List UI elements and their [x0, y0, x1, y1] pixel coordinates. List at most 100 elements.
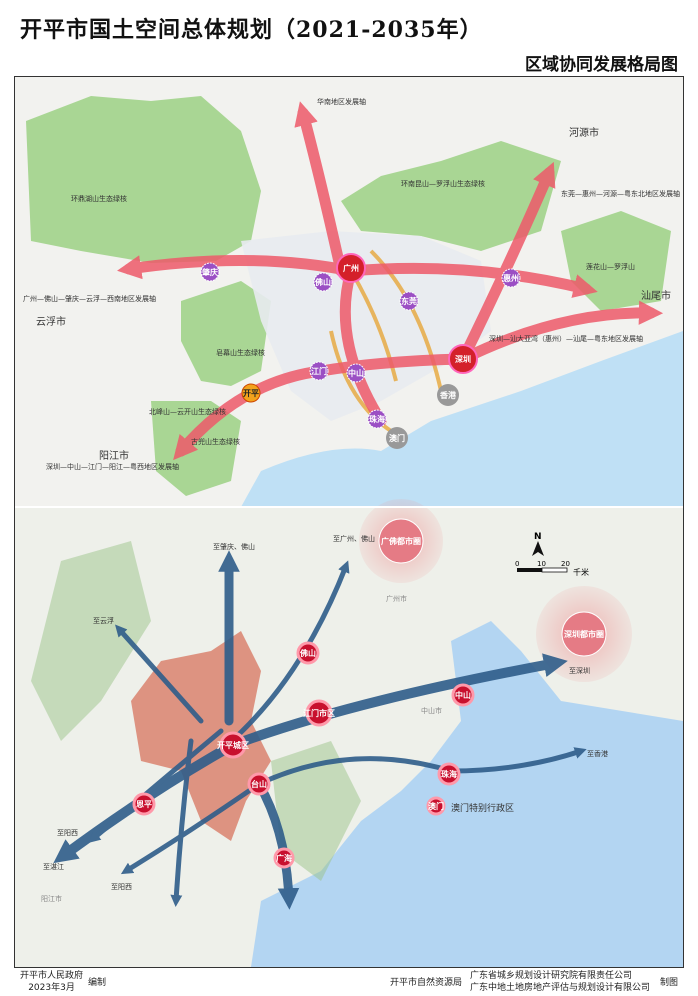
map-label: 0: [515, 560, 519, 568]
node-guangzhou[interactable]: 广州: [336, 253, 366, 283]
region-label: 澳门特别行政区: [451, 802, 514, 814]
direction-label: 至香港: [587, 749, 608, 758]
map-shape: [223, 560, 350, 749]
green-area: [341, 141, 561, 251]
node-zhongshan[interactable]: 中山: [346, 363, 366, 383]
map-shape: [313, 272, 333, 292]
map-label: 肇庆: [201, 267, 218, 277]
eco-label: 皂幕山生态绿核: [216, 348, 265, 357]
map-shape: [532, 541, 544, 556]
map-shape: [117, 254, 357, 280]
map-shape: [200, 262, 220, 282]
axis-label: 深圳—汕大亚湾（惠州）—汕尾—粤东地区发展轴: [489, 334, 643, 343]
map-label: 江门市区: [303, 708, 335, 718]
green-area: [181, 281, 271, 386]
map-label: 珠海: [369, 414, 385, 424]
node-zhaoqing[interactable]: 肇庆: [200, 262, 220, 282]
map-shape: [254, 779, 300, 910]
page-title: 开平市国土空间总体规划（2021-2035年）: [20, 17, 483, 43]
map-canvas[interactable]: 广州 深圳 香港 澳门 珠海 开平 佛山 肇庆 东莞 惠州 江门 中山 环鼎湖山…: [15, 77, 683, 967]
node-hongkong[interactable]: 香港: [437, 384, 459, 406]
node-foshan[interactable]: 佛山: [296, 641, 320, 665]
node-taishan[interactable]: 台山: [247, 772, 271, 796]
map-label: 中山: [455, 690, 471, 700]
region-label: 中山市: [421, 706, 442, 715]
node-guanghai[interactable]: 广海: [273, 847, 295, 869]
metro-label: 深圳都市圈: [564, 629, 604, 639]
node-macau[interactable]: 澳门: [426, 796, 446, 816]
green-area: [26, 96, 261, 263]
city-label: 汕尾市: [641, 289, 671, 302]
map-shape: [437, 762, 461, 786]
node-huizhou[interactable]: 惠州: [501, 268, 521, 288]
map-shape: [228, 653, 568, 750]
map-shape: [219, 731, 247, 759]
map-label: 江门: [311, 366, 327, 376]
map-shape: [448, 344, 478, 374]
map-subtitle: 区域协同发展格局图: [525, 55, 678, 75]
eco-label: 北峰山—云开山生态绿核: [149, 407, 226, 416]
region-label: 广州市: [386, 594, 407, 603]
axis-label: 华南地区发展轴: [317, 97, 366, 106]
direction-label: 至阳西: [57, 828, 78, 837]
scale-bar: 0 10 20 千米: [515, 560, 589, 577]
map-shape: [457, 300, 664, 365]
map-label: 开平城区: [217, 740, 249, 750]
map-label: 佛山: [299, 648, 316, 658]
direction-label: 至肇庆、佛山: [213, 542, 255, 551]
map-shape: [309, 361, 329, 381]
map-label: 澳门: [389, 433, 405, 443]
node-macau[interactable]: 澳门: [386, 427, 408, 449]
map-shape: [541, 567, 568, 573]
map-label: N: [534, 532, 542, 542]
map-shape: [399, 291, 419, 311]
map-shape: [247, 772, 271, 796]
node-kaiping[interactable]: 开平: [241, 383, 261, 403]
map-shape: [561, 611, 607, 657]
city-label: 河源市: [569, 126, 599, 139]
map-label: 广海: [276, 853, 292, 863]
node-shenzhen[interactable]: 深圳: [448, 344, 478, 374]
eco-label: 环南昆山—罗浮山生态绿核: [401, 179, 485, 188]
eco-label: 古兜山生态绿核: [191, 437, 240, 446]
map-shape: [437, 384, 459, 406]
map-label: 开平: [243, 389, 259, 398]
direction-label: 至广州、佛山: [333, 534, 375, 543]
map-shape: [296, 641, 320, 665]
map-label: 中山: [348, 368, 364, 378]
node-zhongshan[interactable]: 中山: [451, 683, 475, 707]
map-label: 恩平: [136, 799, 152, 809]
map-frame: 广州 深圳 香港 澳门 珠海 开平 佛山 肇庆 东莞 惠州 江门 中山 环鼎湖山…: [14, 76, 684, 968]
region-label: 阳江市: [41, 894, 62, 903]
eco-label: 环鼎湖山生态绿核: [71, 194, 127, 203]
map-shape: [305, 699, 333, 727]
map-shape: [386, 427, 408, 449]
axis-label: 东莞—惠州—河源—粤东北地区发展轴: [561, 189, 680, 198]
map-shape: [294, 101, 347, 277]
node-zhuhai[interactable]: 珠海: [367, 409, 387, 429]
map-shape: [31, 541, 361, 881]
development-axes: [117, 101, 664, 461]
sea-area: [241, 331, 683, 507]
north-arrow-icon: N: [532, 532, 544, 556]
node-kaiping[interactable]: 开平城区: [217, 731, 249, 759]
map-label: 佛山: [314, 277, 331, 287]
node-dongguan[interactable]: 东莞: [399, 291, 419, 311]
map-label: 珠海: [441, 769, 457, 779]
map-shape: [345, 262, 598, 298]
node-zhuhai[interactable]: 珠海: [437, 762, 461, 786]
map-label: 10: [537, 560, 546, 568]
map-shape: [339, 265, 387, 427]
map-shape: [120, 781, 262, 875]
axis-label: 深圳—中山—江门—阳江—粤西地区发展轴: [46, 462, 179, 471]
map-shape: [457, 161, 556, 365]
axis-label: 广州—佛山—肇庆—云浮—西南地区发展轴: [23, 294, 156, 303]
node-enping[interactable]: 恩平: [132, 792, 156, 816]
footer-gov: 开平市人民政府 2023年3月: [20, 971, 84, 993]
node-jiangmen[interactable]: 江门: [309, 361, 329, 381]
node-jiangmen[interactable]: 江门市区: [303, 699, 335, 727]
node-foshan[interactable]: 佛山: [313, 272, 333, 292]
map-label: 东莞: [401, 296, 417, 306]
map-label: 20: [561, 560, 570, 568]
map-shape: [501, 268, 521, 288]
